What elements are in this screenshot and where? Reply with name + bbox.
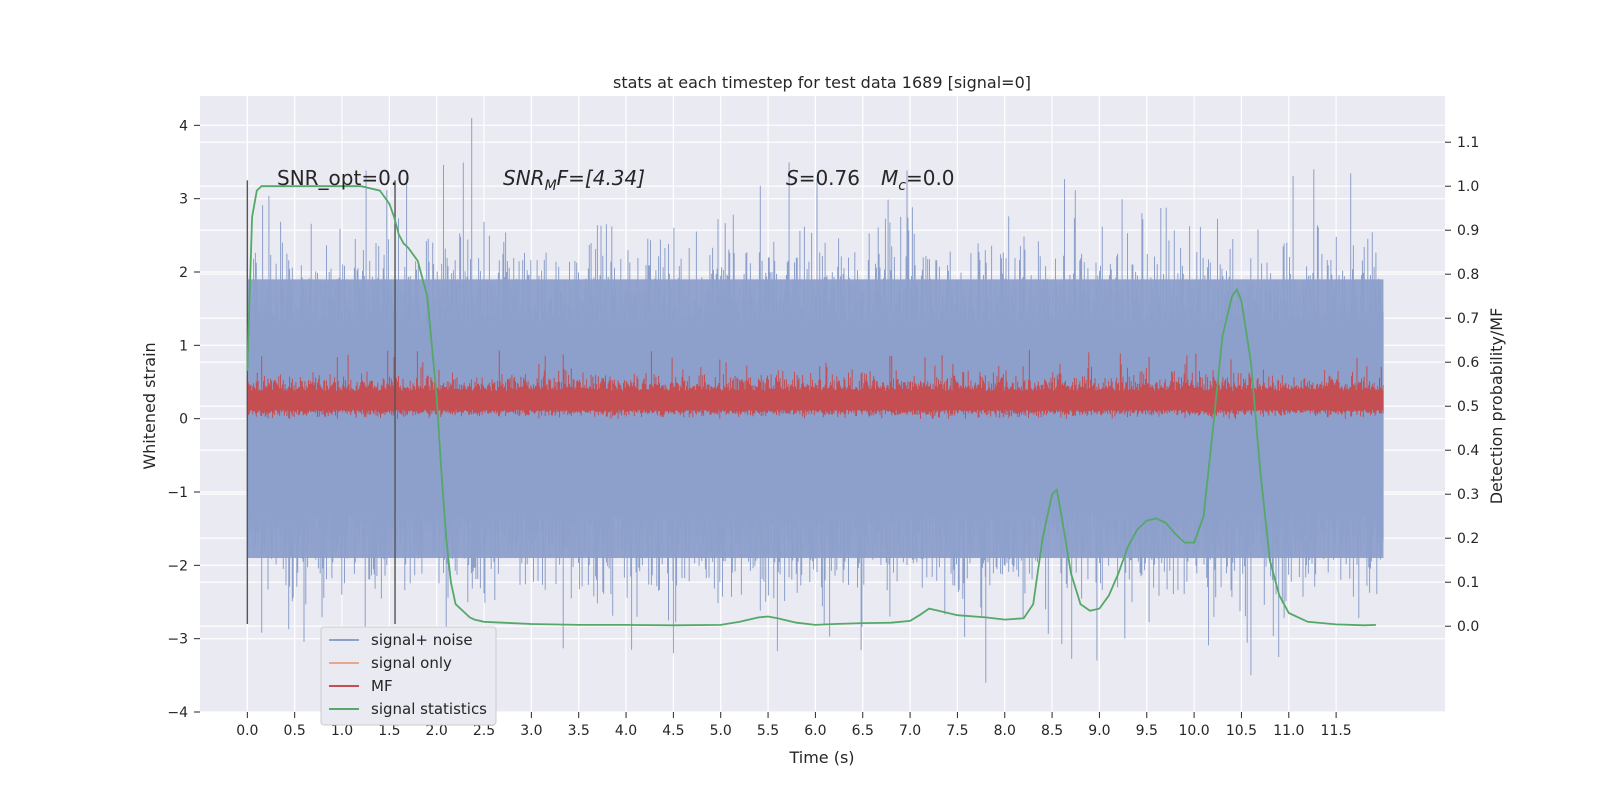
y-tick-label-left: −1 [167, 485, 188, 501]
y-tick-label-right: 0.9 [1457, 223, 1479, 239]
x-tick-label: 6.0 [804, 723, 826, 739]
mc-label: M [881, 166, 898, 190]
x-tick-label: 11.0 [1273, 723, 1304, 739]
x-tick-label: 7.0 [899, 723, 921, 739]
s-value: =0.76 [799, 166, 860, 190]
x-axis-label: Time (s) [788, 748, 854, 767]
x-tick-label: 0.5 [284, 723, 306, 739]
x-tick-label: 1.5 [378, 723, 400, 739]
y-tick-label-right: 0.0 [1457, 619, 1479, 635]
x-tick-label: 10.5 [1226, 723, 1257, 739]
y-tick-label-left: 1 [179, 338, 188, 354]
legend: signal+ noise signal only MF signal stat… [320, 626, 497, 726]
x-tick-label: 6.5 [852, 723, 874, 739]
y-tick-label-right: 0.1 [1457, 575, 1479, 591]
legend-label-mf: MF [371, 677, 393, 695]
x-tick-label: 2.5 [473, 723, 495, 739]
x-tick-label: 3.5 [568, 723, 590, 739]
annotation-mc: Mc=0.0 [881, 166, 955, 194]
chart-title: stats at each timestep for test data 168… [613, 73, 1031, 92]
y-tick-label-right: 1.0 [1457, 179, 1479, 195]
y-tick-label-right: 0.8 [1457, 267, 1479, 283]
x-tick-label: 2.0 [426, 723, 448, 739]
x-tick-label: 5.0 [710, 723, 732, 739]
y-tick-label-left: 0 [179, 412, 188, 428]
snr-mf-label: SNR [503, 166, 545, 190]
x-tick-label: 8.0 [994, 723, 1016, 739]
y-ticks-left: 4 3 2 1 0 −1 −2 −3 −4 [167, 118, 200, 721]
y-tick-label-right: 0.3 [1457, 487, 1479, 503]
y-axis-label-right: Detection probability/MF [1487, 308, 1506, 505]
y-tick-label-left: −4 [167, 705, 188, 721]
y-tick-label-left: 3 [179, 192, 188, 208]
x-tick-label: 0.0 [236, 723, 258, 739]
s-label: S [786, 166, 799, 190]
y-tick-label-right: 0.2 [1457, 531, 1479, 547]
annotation-s: S=0.76 [786, 166, 860, 190]
signal-statistics-line [246, 185, 1376, 627]
y-tick-label-right: 0.7 [1457, 311, 1479, 327]
x-tick-label: 3.0 [520, 723, 542, 739]
x-tick-label: 10.0 [1179, 723, 1210, 739]
legend-box [320, 626, 497, 726]
mc-sub: c [898, 178, 906, 194]
y-tick-label-left: −2 [167, 558, 188, 574]
y-tick-label-left: 2 [179, 265, 188, 281]
snr-mf-sub: M [545, 178, 557, 194]
snr-mf-rest-f: F=[4.34] [557, 166, 645, 190]
annotation-snr-opt: SNR_opt=0.0 [277, 166, 410, 190]
x-tick-label: 11.5 [1321, 723, 1352, 739]
y-ticks-right: 1.1 1.0 0.9 0.8 0.7 0.6 0.5 0.4 0.3 0.2 0.1 0.0 [1445, 135, 1479, 635]
y-axis-label-left: Whitened strain [140, 342, 159, 469]
x-tick-label: 9.5 [1136, 723, 1158, 739]
x-tick-label: 4.0 [615, 723, 637, 739]
annotation-snr-mf: SNRMF=[4.34] [503, 166, 645, 194]
y-tick-label-right: 1.1 [1457, 135, 1479, 151]
x-ticks: 0.0 0.5 1.0 1.5 2.0 2.5 3.0 3.5 4.0 4.5 5.0 5.5 6.0 6… [236, 712, 1352, 739]
x-tick-label: 9.0 [1088, 723, 1110, 739]
x-tick-label: 7.5 [946, 723, 968, 739]
vertical-markers [246, 180, 396, 624]
x-tick-label: 5.5 [757, 723, 779, 739]
legend-label-signal-noise: signal+ noise [371, 631, 473, 649]
y-tick-label-left: 4 [179, 118, 188, 134]
legend-label-signal-statistics: signal statistics [371, 700, 487, 718]
signal-noise-series [246, 118, 1384, 683]
y-tick-label-right: 0.4 [1457, 443, 1479, 459]
x-tick-label: 4.5 [662, 723, 684, 739]
mc-value: =0.0 [906, 166, 955, 190]
y-tick-label-right: 0.6 [1457, 355, 1479, 371]
x-tick-label: 8.5 [1041, 723, 1063, 739]
y-tick-label-right: 0.5 [1457, 399, 1479, 415]
legend-label-signal-only: signal only [371, 654, 452, 672]
y-tick-label-left: −3 [167, 632, 188, 648]
signal-statistics-series [246, 185, 1376, 627]
x-tick-label: 1.0 [331, 723, 353, 739]
